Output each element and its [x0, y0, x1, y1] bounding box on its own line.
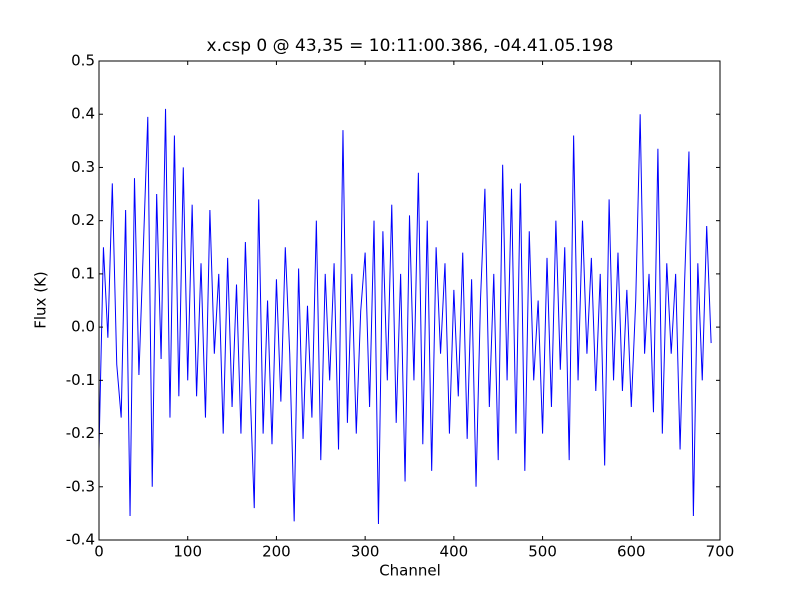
chart-title: x.csp 0 @ 43,35 = 10:11:00.386, -04.41.0…: [207, 36, 614, 56]
x-tick-label: 400: [440, 543, 469, 561]
x-axis-label: Channel: [379, 562, 441, 580]
x-tick-label: 200: [262, 543, 291, 561]
y-tick-label: -0.3: [66, 477, 95, 495]
plot-frame: [98, 60, 721, 541]
x-tick-label: 500: [528, 543, 557, 561]
x-tick-label: 600: [617, 543, 646, 561]
x-tick-label: 300: [351, 543, 380, 561]
data-line: [98, 108, 712, 525]
y-tick-label: 0.3: [71, 158, 95, 176]
x-tick-label: 700: [706, 543, 735, 561]
y-tick-label: 0.1: [71, 264, 95, 282]
y-tick-label: 0.5: [71, 52, 95, 70]
y-tick-label: 0.2: [71, 211, 95, 229]
y-tick-label: 0.4: [71, 105, 95, 123]
y-tick-label: 0.0: [71, 318, 95, 336]
y-tick-label: -0.1: [66, 371, 95, 389]
y-tick-label: -0.4: [66, 531, 95, 549]
y-tick-label: -0.2: [66, 424, 95, 442]
x-tick-label: 100: [173, 543, 202, 561]
y-axis-label: Flux (K): [32, 271, 50, 329]
x-tick-label: 0: [94, 543, 104, 561]
